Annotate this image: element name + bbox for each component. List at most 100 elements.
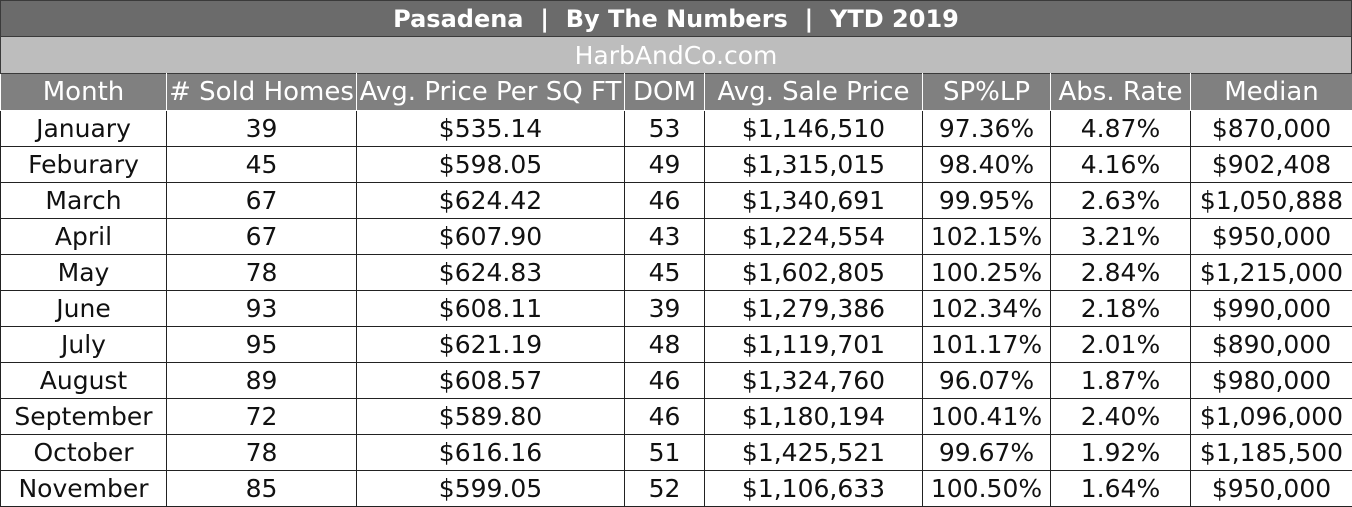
price-per-sqft-cell[interactable]: $624.42 xyxy=(357,183,625,219)
price-per-sqft-cell[interactable]: $599.05 xyxy=(357,471,625,507)
sold-homes-cell[interactable]: 93 xyxy=(167,291,357,327)
sp-lp-cell[interactable]: 100.50% xyxy=(923,471,1051,507)
abs-rate-cell[interactable]: 1.87% xyxy=(1051,363,1191,399)
abs-rate-cell[interactable]: 2.01% xyxy=(1051,327,1191,363)
median-cell[interactable]: $1,050,888 xyxy=(1191,183,1352,219)
avg-sale-price-cell[interactable]: $1,315,015 xyxy=(705,147,923,183)
median-cell[interactable]: $890,000 xyxy=(1191,327,1352,363)
sold-homes-cell[interactable]: 78 xyxy=(167,435,357,471)
abs-rate-cell[interactable]: 2.40% xyxy=(1051,399,1191,435)
sold-homes-cell[interactable]: 45 xyxy=(167,147,357,183)
median-cell[interactable]: $950,000 xyxy=(1191,219,1352,255)
abs-rate-cell[interactable]: 4.87% xyxy=(1051,111,1191,147)
column-header-price-per-sqft: Avg. Price Per SQ FT xyxy=(357,74,625,111)
median-cell[interactable]: $870,000 xyxy=(1191,111,1352,147)
avg-sale-price-cell[interactable]: $1,180,194 xyxy=(705,399,923,435)
abs-rate-cell[interactable]: 1.92% xyxy=(1051,435,1191,471)
abs-rate-cell[interactable]: 4.16% xyxy=(1051,147,1191,183)
month-cell[interactable]: June xyxy=(1,291,167,327)
sp-lp-cell[interactable]: 100.25% xyxy=(923,255,1051,291)
sp-lp-cell[interactable]: 100.41% xyxy=(923,399,1051,435)
sp-lp-cell[interactable]: 96.07% xyxy=(923,363,1051,399)
median-cell[interactable]: $1,185,500 xyxy=(1191,435,1352,471)
sp-lp-cell[interactable]: 101.17% xyxy=(923,327,1051,363)
price-per-sqft-cell[interactable]: $607.90 xyxy=(357,219,625,255)
avg-sale-price-cell[interactable]: $1,224,554 xyxy=(705,219,923,255)
sold-homes-cell[interactable]: 39 xyxy=(167,111,357,147)
avg-sale-price-cell[interactable]: $1,340,691 xyxy=(705,183,923,219)
report-title: Pasadena | By The Numbers | YTD 2019 xyxy=(0,0,1352,37)
sp-lp-cell[interactable]: 99.95% xyxy=(923,183,1051,219)
median-cell[interactable]: $902,408 xyxy=(1191,147,1352,183)
dom-cell[interactable]: 46 xyxy=(625,363,705,399)
abs-rate-cell[interactable]: 3.21% xyxy=(1051,219,1191,255)
dom-cell[interactable]: 43 xyxy=(625,219,705,255)
abs-rate-cell[interactable]: 2.18% xyxy=(1051,291,1191,327)
price-per-sqft-cell[interactable]: $621.19 xyxy=(357,327,625,363)
median-cell[interactable]: $980,000 xyxy=(1191,363,1352,399)
sp-lp-cell[interactable]: 102.15% xyxy=(923,219,1051,255)
sold-homes-cell[interactable]: 89 xyxy=(167,363,357,399)
price-per-sqft-cell[interactable]: $608.57 xyxy=(357,363,625,399)
month-cell[interactable]: January xyxy=(1,111,167,147)
column-header-abs-rate: Abs. Rate xyxy=(1051,74,1191,111)
avg-sale-price-cell[interactable]: $1,324,760 xyxy=(705,363,923,399)
column-header-sp-lp: SP%LP xyxy=(923,74,1051,111)
dom-cell[interactable]: 46 xyxy=(625,183,705,219)
price-per-sqft-cell[interactable]: $589.80 xyxy=(357,399,625,435)
month-cell[interactable]: Feburary xyxy=(1,147,167,183)
price-per-sqft-cell[interactable]: $598.05 xyxy=(357,147,625,183)
month-cell[interactable]: August xyxy=(1,363,167,399)
sp-lp-cell[interactable]: 97.36% xyxy=(923,111,1051,147)
avg-sale-price-cell[interactable]: $1,425,521 xyxy=(705,435,923,471)
month-cell[interactable]: September xyxy=(1,399,167,435)
sold-homes-cell[interactable]: 78 xyxy=(167,255,357,291)
price-per-sqft-cell[interactable]: $616.16 xyxy=(357,435,625,471)
price-per-sqft-cell[interactable]: $624.83 xyxy=(357,255,625,291)
dom-cell[interactable]: 39 xyxy=(625,291,705,327)
sold-homes-cell[interactable]: 95 xyxy=(167,327,357,363)
abs-rate-cell[interactable]: 2.84% xyxy=(1051,255,1191,291)
month-cell[interactable]: April xyxy=(1,219,167,255)
median-cell[interactable]: $1,096,000 xyxy=(1191,399,1352,435)
median-cell[interactable]: $990,000 xyxy=(1191,291,1352,327)
price-per-sqft-cell[interactable]: $535.14 xyxy=(357,111,625,147)
sold-homes-cell[interactable]: 67 xyxy=(167,183,357,219)
dom-cell[interactable]: 45 xyxy=(625,255,705,291)
month-cell[interactable]: November xyxy=(1,471,167,507)
month-cell[interactable]: October xyxy=(1,435,167,471)
sp-lp-cell[interactable]: 98.40% xyxy=(923,147,1051,183)
sp-lp-cell[interactable]: 102.34% xyxy=(923,291,1051,327)
dom-cell[interactable]: 51 xyxy=(625,435,705,471)
avg-sale-price-cell[interactable]: $1,146,510 xyxy=(705,111,923,147)
month-cell[interactable]: July xyxy=(1,327,167,363)
column-header-dom: DOM xyxy=(625,74,705,111)
dom-cell[interactable]: 52 xyxy=(625,471,705,507)
median-cell[interactable]: $1,215,000 xyxy=(1191,255,1352,291)
sold-homes-cell[interactable]: 67 xyxy=(167,219,357,255)
avg-sale-price-cell[interactable]: $1,119,701 xyxy=(705,327,923,363)
dom-cell[interactable]: 46 xyxy=(625,399,705,435)
abs-rate-cell[interactable]: 1.64% xyxy=(1051,471,1191,507)
sold-homes-cell[interactable]: 85 xyxy=(167,471,357,507)
month-cell[interactable]: March xyxy=(1,183,167,219)
abs-rate-cell[interactable]: 2.63% xyxy=(1051,183,1191,219)
dom-cell[interactable]: 48 xyxy=(625,327,705,363)
median-cell[interactable]: $950,000 xyxy=(1191,471,1352,507)
avg-sale-price-cell[interactable]: $1,602,805 xyxy=(705,255,923,291)
month-cell[interactable]: May xyxy=(1,255,167,291)
dom-cell[interactable]: 49 xyxy=(625,147,705,183)
dom-cell[interactable]: 53 xyxy=(625,111,705,147)
sold-homes-cell[interactable]: 72 xyxy=(167,399,357,435)
avg-sale-price-cell[interactable]: $1,106,633 xyxy=(705,471,923,507)
sp-lp-cell[interactable]: 99.67% xyxy=(923,435,1051,471)
avg-sale-price-cell[interactable]: $1,279,386 xyxy=(705,291,923,327)
price-per-sqft-cell[interactable]: $608.11 xyxy=(357,291,625,327)
